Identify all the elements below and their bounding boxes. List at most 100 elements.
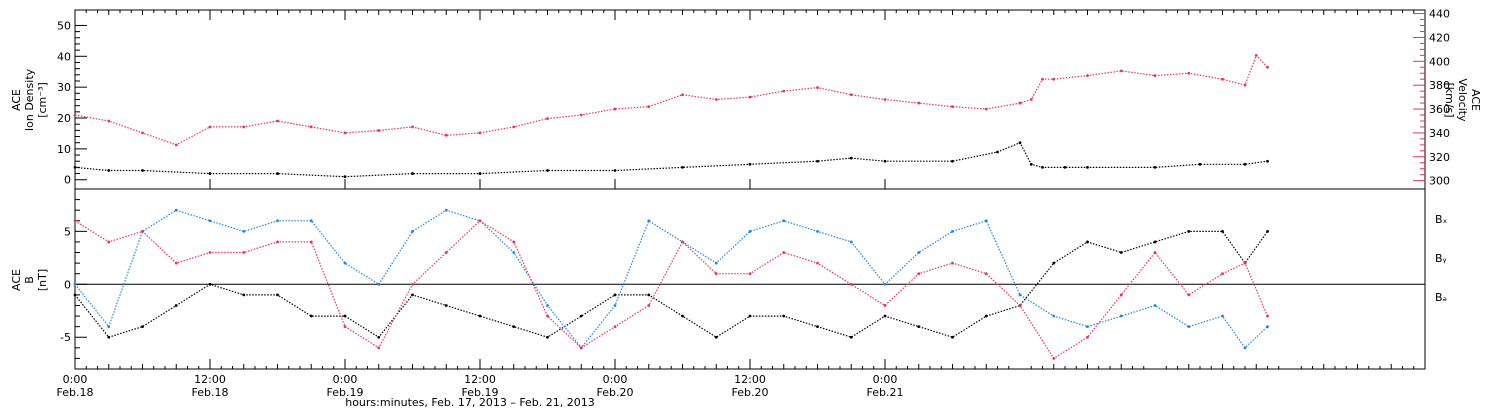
legend-by: Bᵧ — [1435, 252, 1447, 265]
top-right-ylabel-1: ACE — [1469, 89, 1482, 111]
x-tick-time-label: 0:00 — [603, 373, 628, 386]
bottom-panel: -5 0 5 ACE B [nT] Bₓ Bᵧ Bₔ — [10, 188, 1448, 370]
bottom-data-point — [242, 251, 246, 254]
bottom-data-point — [613, 325, 617, 329]
x-tick-date-label: Feb.19 — [462, 386, 499, 399]
bottom-data-point — [107, 335, 111, 339]
top-right-tick-label: 320 — [1429, 151, 1450, 164]
bottom-data-point — [546, 314, 549, 318]
top-data-point — [1243, 83, 1247, 87]
bottom-data-point — [1266, 325, 1269, 329]
top-data-point — [1086, 165, 1089, 169]
bottom-data-point — [73, 219, 77, 223]
bottom-data-point — [714, 335, 718, 339]
top-data-point — [1153, 74, 1157, 78]
top-data-point — [309, 125, 313, 129]
bottom-data-point — [411, 229, 414, 233]
bottom-data-point — [512, 325, 516, 329]
top-data-point — [208, 125, 212, 129]
bottom-data-point — [714, 261, 718, 265]
bottom-data-point — [208, 219, 212, 223]
bottom-data-point — [444, 251, 448, 254]
top-left-tick-label: 30 — [57, 81, 71, 94]
bottom-data-point — [208, 282, 212, 286]
bottom-data-point — [579, 314, 583, 318]
bottom-data-point — [73, 293, 77, 297]
bottom-data-point — [478, 219, 482, 223]
bottom-data-point — [1187, 293, 1191, 297]
bottom-data-point — [174, 304, 178, 307]
top-data-point — [647, 105, 651, 109]
top-data-point — [512, 125, 516, 129]
top-right-tick-label: 300 — [1429, 175, 1450, 188]
top-data-point — [107, 119, 111, 123]
x-tick-date-label: Feb.18 — [192, 386, 229, 399]
top-data-point — [1187, 71, 1191, 75]
bottom-data-point — [1187, 229, 1191, 233]
bottom-data-point — [73, 282, 77, 286]
x-tick-date-label: Feb.19 — [327, 386, 364, 399]
bottom-data-point — [782, 219, 786, 223]
top-data-point — [681, 93, 684, 97]
top-data-point — [478, 172, 482, 175]
bottom-left-axis: -5 0 5 — [60, 199, 1425, 359]
bottom-data-point — [343, 314, 347, 318]
bottom-data-point — [849, 282, 853, 286]
top-data-point — [141, 131, 144, 135]
top-series-density — [74, 141, 1268, 178]
top-data-point — [1041, 77, 1044, 81]
top-data-point — [1041, 165, 1044, 169]
top-data-point — [816, 86, 819, 89]
bottom-data-point — [1119, 251, 1123, 254]
bottom-data-point — [1119, 314, 1123, 318]
top-data-point — [546, 169, 549, 172]
x-tick-date-label: Feb.20 — [597, 386, 634, 399]
top-series-group — [73, 53, 1269, 179]
bottom-data-point — [444, 208, 448, 212]
x-tick-time-label: 0:00 — [63, 373, 88, 386]
top-data-point — [411, 125, 414, 129]
top-data-point — [1221, 77, 1224, 81]
top-data-point — [1119, 69, 1123, 73]
bottom-left-tick-label: 5 — [64, 225, 71, 238]
bottom-data-point — [1243, 261, 1247, 265]
bottom-data-point — [1187, 325, 1191, 329]
bottom-data-point — [816, 325, 819, 329]
top-right-tick-label: 340 — [1429, 127, 1450, 140]
bottom-data-point — [444, 304, 448, 307]
top-data-point — [748, 162, 752, 166]
bottom-data-point — [141, 325, 144, 329]
top-data-point — [782, 89, 786, 93]
top-data-point — [1063, 165, 1067, 169]
x-axis: 0:00Feb.1812:00Feb.180:00Feb.1912:00Feb.… — [57, 10, 1415, 399]
bottom-data-point — [681, 240, 684, 244]
top-left-tick-label: 50 — [57, 19, 71, 32]
top-data-point — [141, 169, 144, 172]
bottom-data-point — [1221, 272, 1224, 276]
bottom-data-point — [984, 272, 988, 276]
bottom-data-point — [174, 208, 178, 212]
top-data-point — [579, 113, 583, 117]
top-data-point — [883, 159, 887, 163]
x-tick-time-label: 0:00 — [873, 373, 898, 386]
bottom-data-point — [951, 261, 954, 265]
top-data-point — [613, 169, 617, 172]
bottom-panel-frame — [74, 188, 1426, 370]
bottom-data-point — [478, 314, 482, 318]
top-left-tick-label: 0 — [64, 174, 71, 187]
bottom-data-point — [1052, 261, 1056, 265]
top-data-point — [242, 125, 246, 129]
bottom-left-ylabel-3: [nT] — [36, 269, 49, 291]
top-left-ylabel-2: Ion Density — [23, 68, 36, 131]
bottom-data-point — [512, 251, 516, 254]
top-panel-frame — [74, 9, 1426, 190]
x-tick-time-label: 0:00 — [333, 373, 358, 386]
top-data-point — [681, 165, 684, 169]
bottom-data-point — [782, 251, 786, 254]
x-tick-date-label: Feb.20 — [732, 386, 769, 399]
top-data-point — [816, 159, 819, 163]
bottom-data-point — [411, 282, 414, 286]
bottom-data-point — [174, 261, 178, 265]
bottom-data-point — [917, 325, 921, 329]
